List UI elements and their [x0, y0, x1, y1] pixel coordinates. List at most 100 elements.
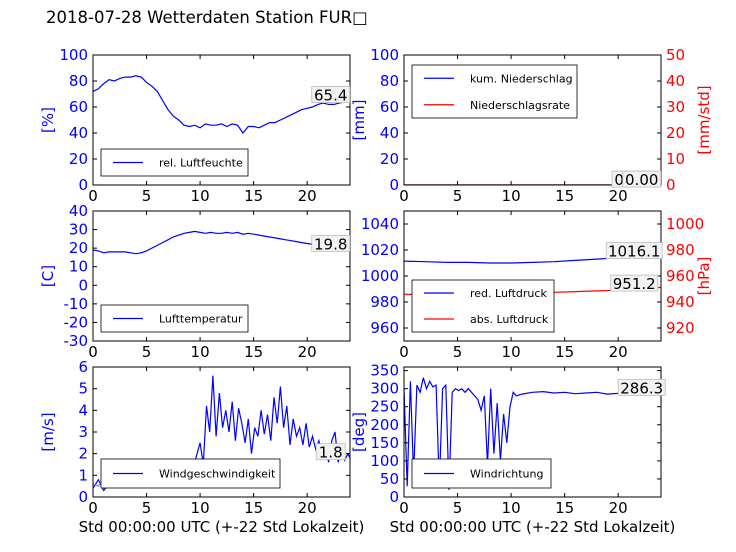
x-tick-label: 20: [609, 499, 628, 517]
series-line-humidity-0: [93, 75, 350, 134]
legend-label: Windrichtung: [470, 468, 543, 481]
y-tick-label: 960: [370, 319, 399, 337]
y2-tick-label: 960: [666, 267, 695, 285]
x-tick-label: 20: [298, 343, 317, 361]
x-tick-label: 10: [502, 343, 521, 361]
axes-frame: [92, 210, 351, 342]
y-axis-label: [%]: [39, 107, 57, 133]
y-axis-label: [C]: [39, 265, 57, 287]
x-tick-label: 20: [609, 187, 628, 205]
x-tick-label: 10: [191, 187, 210, 205]
y-axis-label: [m/s]: [39, 412, 57, 451]
y2-tick-label: 980: [666, 241, 695, 259]
annotation-value: 1016.1: [608, 243, 661, 261]
y-tick-label: 0: [78, 176, 88, 194]
y2-tick-label: 0: [666, 176, 676, 194]
y-tick-label: 0: [78, 276, 88, 294]
y-tick-label: 100: [59, 46, 88, 64]
x-tick-label: 5: [142, 187, 152, 205]
axes-frame: [403, 366, 662, 498]
annotation-value: 65.4: [314, 87, 347, 105]
y-tick-label: -30: [64, 332, 89, 350]
y-axis-label: [deg]: [350, 412, 368, 452]
x-tick-label: 0: [88, 343, 98, 361]
x-tick-label: 15: [555, 187, 574, 205]
annotation-value: 19.8: [314, 235, 347, 253]
series-line-winddir-0: [404, 377, 661, 490]
x-tick-label: 5: [453, 499, 463, 517]
y-tick-label: 200: [370, 416, 399, 434]
y-tick-label: 1040: [361, 215, 399, 233]
x-axis-label: Std 00:00:00 UTC (+-22 Std Lokalzeit): [79, 518, 365, 536]
x-tick-label: 15: [244, 187, 263, 205]
y-tick-label: 10: [69, 258, 88, 276]
legend-box: [411, 279, 555, 333]
x-tick-label: 15: [244, 499, 263, 517]
x-tick-label: 10: [191, 499, 210, 517]
x-tick-label: 0: [399, 343, 409, 361]
y-tick-label: 80: [380, 72, 399, 90]
x-tick-label: 5: [453, 187, 463, 205]
x-tick-label: 10: [191, 343, 210, 361]
y-tick-label: -10: [64, 295, 89, 313]
annotation-box: [311, 86, 351, 103]
y-tick-label: 350: [370, 362, 399, 380]
x-tick-label: 5: [142, 499, 152, 517]
y-tick-label: 0: [389, 176, 399, 194]
y2-axis-label: [hPa]: [695, 257, 713, 296]
y-tick-label: 1020: [361, 241, 399, 259]
y-tick-label: 100: [370, 46, 399, 64]
y2-axis-label: [mm/std]: [695, 85, 713, 154]
y-tick-label: 100: [370, 452, 399, 470]
legend-label: abs. Luftdruck: [470, 313, 549, 326]
x-tick-label: 15: [555, 343, 574, 361]
x-tick-label: 5: [453, 343, 463, 361]
annotation-box: [610, 274, 659, 292]
y-tick-label: 980: [370, 293, 399, 311]
y-tick-label: -20: [64, 313, 89, 331]
x-tick-label: 0: [88, 499, 98, 517]
y2-tick-label: 920: [666, 319, 695, 337]
x-axis-label: Std 00:00:00 UTC (+-22 Std Lokalzeit): [390, 518, 676, 536]
y-tick-label: 40: [69, 202, 88, 220]
y-tick-label: 300: [370, 380, 399, 398]
y-tick-label: 60: [69, 98, 88, 116]
y-tick-label: 3: [78, 423, 88, 441]
annotation-value: 951.2: [613, 275, 656, 293]
axes-frame: [403, 54, 662, 186]
legend-label: Lufttemperatur: [159, 313, 243, 326]
y-tick-label: 20: [69, 150, 88, 168]
y-tick-label: 6: [78, 358, 88, 376]
page-title: 2018-07-28 Wetterdaten Station FUR□: [46, 8, 368, 27]
y2-tick-label: 50: [666, 46, 685, 64]
chart-precipitation: 0 5 10 15 20 0 20 40 60 80 100 0 10 20 30 40 50 [mm] [mm/s…: [350, 46, 713, 205]
y-tick-label: 40: [380, 124, 399, 142]
x-tick-label: 20: [298, 499, 317, 517]
y2-tick-label: 940: [666, 293, 695, 311]
series-line-temperature-0: [93, 230, 350, 255]
legend-label: Niederschlagsrate: [470, 99, 570, 112]
y-tick-label: 60: [380, 98, 399, 116]
legend-box: [411, 64, 578, 119]
y-tick-label: 2: [78, 445, 88, 463]
y2-tick-label: 30: [666, 98, 685, 116]
x-tick-label: 10: [502, 187, 521, 205]
x-tick-label: 20: [609, 343, 628, 361]
y-tick-label: 5: [78, 380, 88, 398]
x-tick-label: 15: [555, 499, 574, 517]
y-tick-label: 150: [370, 434, 399, 452]
y-tick-label: 20: [69, 239, 88, 257]
chart-pressure: 0 5 10 15 20 960 980 1000 1020 1040 920 940 960 980 10…: [361, 210, 713, 361]
y2-tick-label: 10: [666, 150, 685, 168]
annotation-box: [311, 234, 351, 252]
annotation-box: [315, 443, 346, 461]
annotation-value: 1.8: [319, 444, 343, 462]
annotation-value: 286.3: [620, 379, 663, 397]
legend-label: rel. Luftfeuchte: [159, 157, 243, 170]
y2-tick-label: 1000: [666, 215, 704, 233]
y-tick-label: 1: [78, 466, 88, 484]
y2-tick-label: 40: [666, 72, 685, 90]
